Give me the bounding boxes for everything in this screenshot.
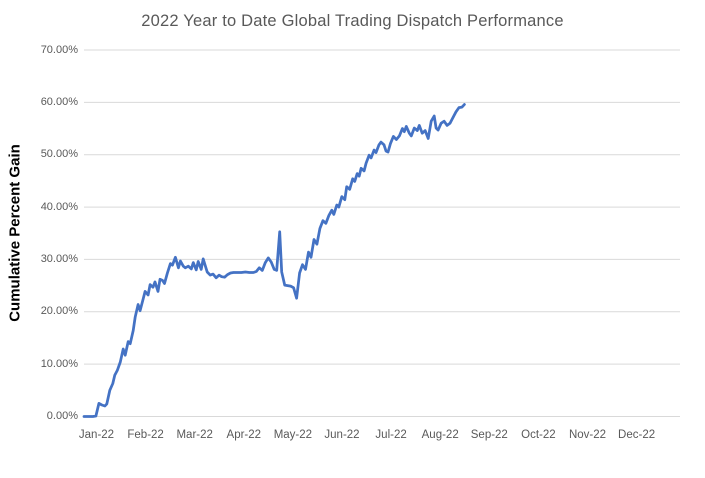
x-axis-tick-label: Apr-22	[226, 429, 262, 441]
y-axis-tick-label: 50.00%	[40, 148, 78, 161]
x-axis-tick-label: May-22	[273, 429, 313, 441]
chart-title: 2022 Year to Date Global Trading Dispatc…	[141, 12, 564, 30]
x-axis-tick-label: Mar-22	[176, 429, 213, 441]
x-axis-tick-label: Sep-22	[470, 429, 508, 441]
x-axis-tick-label: Oct-22	[521, 429, 556, 441]
x-axis-tick-label: Jul-22	[375, 429, 407, 441]
y-axis-tick-label: 40.00%	[40, 200, 78, 213]
y-axis-tick-label: 30.00%	[40, 252, 78, 265]
y-axis-tick-label: 10.00%	[40, 357, 78, 370]
x-axis-tick-label: Feb-22	[127, 429, 164, 441]
x-axis-tick-label: Dec-22	[618, 429, 656, 441]
x-axis-tick-label: Jun-22	[324, 429, 360, 441]
x-axis-tick-label: Aug-22	[421, 429, 459, 441]
series-line-cumulative-percent-gain	[82, 103, 466, 418]
y-axis-tick-label: 0.00%	[46, 410, 78, 422]
x-axis-tick-label: Nov-22	[568, 429, 607, 441]
y-axis-tick-label: 60.00%	[40, 95, 78, 108]
y-axis-tick-label: 70.00%	[40, 43, 78, 56]
x-axis-tick-label: Jan-22	[78, 429, 115, 441]
y-axis-tick-label: 20.00%	[40, 305, 78, 318]
